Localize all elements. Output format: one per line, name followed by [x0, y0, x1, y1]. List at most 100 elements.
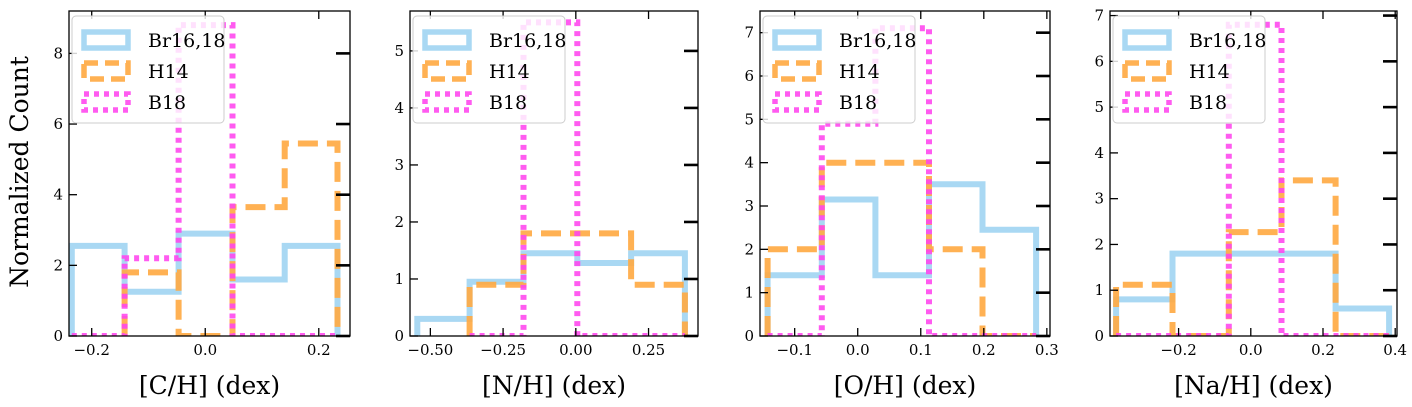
legend-label: Br16,18 [839, 30, 916, 52]
x-tick-label: 0.2 [307, 341, 331, 359]
series-br16-18 [414, 250, 688, 336]
legend: Br16,18 H14 B18 [71, 15, 225, 124]
legend-swatch [81, 29, 131, 51]
legend-swatch [422, 29, 472, 51]
plot-frame [68, 10, 351, 337]
x-tick-label: 0.0 [846, 341, 870, 359]
x-tick-label: 0.25 [632, 341, 665, 359]
panel-4: −0.2 0.0 0.2 0.4 0 1 2 3 4 5 6 7 [Na/H] (dex) Br16,18… [1094, 7, 1407, 400]
x-tick-label: 0.3 [1035, 341, 1059, 359]
y-tick-label: 4 [394, 99, 404, 117]
y-tick-label: 0 [394, 327, 404, 345]
x-tick-label: 0.2 [972, 341, 996, 359]
x-axis-label: [O/H] (dex) [834, 371, 977, 400]
legend-swatch [81, 60, 131, 82]
x-tick-label: −0.2 [73, 341, 109, 359]
legend: Br16,18 H14 B18 [412, 15, 566, 124]
y-tick-label: 5 [394, 42, 404, 60]
y-tick-label: 1 [394, 270, 404, 288]
y-tick-label: 6 [53, 115, 63, 133]
x-tick-label: −0.50 [407, 341, 453, 359]
legend-label: H14 [489, 61, 530, 83]
series-h14 [121, 140, 341, 336]
legend-box [412, 15, 566, 124]
series-br16-18 [69, 230, 341, 336]
y-tick-label: 2 [394, 213, 404, 231]
x-tick-label: −0.25 [480, 341, 526, 359]
legend-label: B18 [1189, 92, 1227, 114]
legend-swatch [422, 91, 472, 113]
legend-swatch [1122, 91, 1172, 113]
y-tick-label: 6 [1094, 52, 1104, 70]
y-tick-label: 0 [1094, 327, 1104, 345]
y-tick-label: 0 [53, 327, 63, 345]
legend-box [1112, 15, 1266, 124]
x-axis-label: [Na/H] (dex) [1174, 371, 1333, 400]
legend-label: H14 [1189, 61, 1230, 83]
y-tick-label: 2 [744, 240, 754, 258]
legend-label: B18 [489, 92, 527, 114]
legend-label: Br16,18 [1189, 30, 1266, 52]
y-tick-label: 0 [744, 327, 754, 345]
y-tick-label: 7 [1094, 7, 1104, 25]
legend-box [71, 15, 225, 124]
legend-swatch [772, 29, 822, 51]
legend-label: B18 [839, 92, 877, 114]
legend-swatch [81, 91, 131, 113]
legend-label: Br16,18 [489, 30, 566, 52]
y-tick-label: 7 [744, 24, 754, 42]
y-tick-label: 8 [53, 44, 63, 62]
x-tick-label: −0.1 [776, 341, 812, 359]
legend-label: B18 [148, 92, 186, 114]
y-tick-label: 2 [1094, 235, 1104, 253]
y-axis-label: Normalized Count [5, 56, 34, 288]
legend-swatch [772, 60, 822, 82]
y-tick-label: 4 [1094, 144, 1104, 162]
histogram-steps [414, 19, 688, 336]
y-tick-label: 1 [1094, 281, 1104, 299]
legend-swatch [422, 60, 472, 82]
series-br16-18 [764, 181, 1040, 336]
x-tick-label: 0.0 [193, 341, 217, 359]
x-tick-label: 0.2 [1311, 341, 1335, 359]
legend-swatch [772, 91, 822, 113]
legend-label: H14 [839, 61, 880, 83]
series-br16-18 [1113, 250, 1393, 336]
series-h14 [764, 159, 1037, 336]
x-tick-label: 0.1 [909, 341, 933, 359]
panel-1: −0.2 0.0 0.2 0 2 4 6 8 [C/H] (dex) Br16,18 H14 B18 [53, 10, 351, 400]
legend-swatch [1122, 29, 1172, 51]
y-tick-label: 4 [53, 186, 63, 204]
legend-swatch [1122, 60, 1172, 82]
x-tick-label: −0.2 [1160, 341, 1196, 359]
x-axis-label: [C/H] (dex) [139, 371, 280, 400]
y-tick-label: 3 [744, 197, 754, 215]
legend-label: Br16,18 [148, 30, 225, 52]
legend: Br16,18 H14 B18 [762, 15, 916, 124]
y-tick-label: 5 [744, 110, 754, 128]
plot-frame [759, 10, 1051, 337]
plot-frame [1109, 10, 1398, 337]
y-tick-label: 3 [1094, 190, 1104, 208]
series-b18 [767, 25, 1037, 336]
series-h14 [1113, 177, 1390, 336]
legend: Br16,18 H14 B18 [1112, 15, 1266, 124]
y-tick-label: 2 [53, 256, 63, 274]
x-tick-label: 0.0 [1239, 341, 1263, 359]
y-tick-label: 6 [744, 67, 754, 85]
plot-frame [409, 10, 699, 337]
x-tick-label: 0.00 [559, 341, 592, 359]
panel-3: −0.1 0.0 0.1 0.2 0.3 0 1 2 3 4 5 6 7 [O/H] (dex) Br16,… [744, 10, 1059, 400]
histogram-steps [764, 25, 1040, 336]
histogram-steps [69, 22, 341, 336]
legend-box [762, 15, 916, 124]
y-tick-label: 1 [744, 284, 754, 302]
y-tick-label: 5 [1094, 98, 1104, 116]
x-tick-label: 0.4 [1383, 341, 1407, 359]
y-tick-label: 4 [744, 154, 754, 172]
y-tick-label: 3 [394, 156, 404, 174]
panel-2: −0.50 −0.25 0.00 0.25 0 1 2 3 4 5 [N/H] (dex) Br16,… [394, 10, 699, 400]
legend-label: H14 [148, 61, 189, 83]
x-axis-label: [N/H] (dex) [482, 371, 626, 400]
